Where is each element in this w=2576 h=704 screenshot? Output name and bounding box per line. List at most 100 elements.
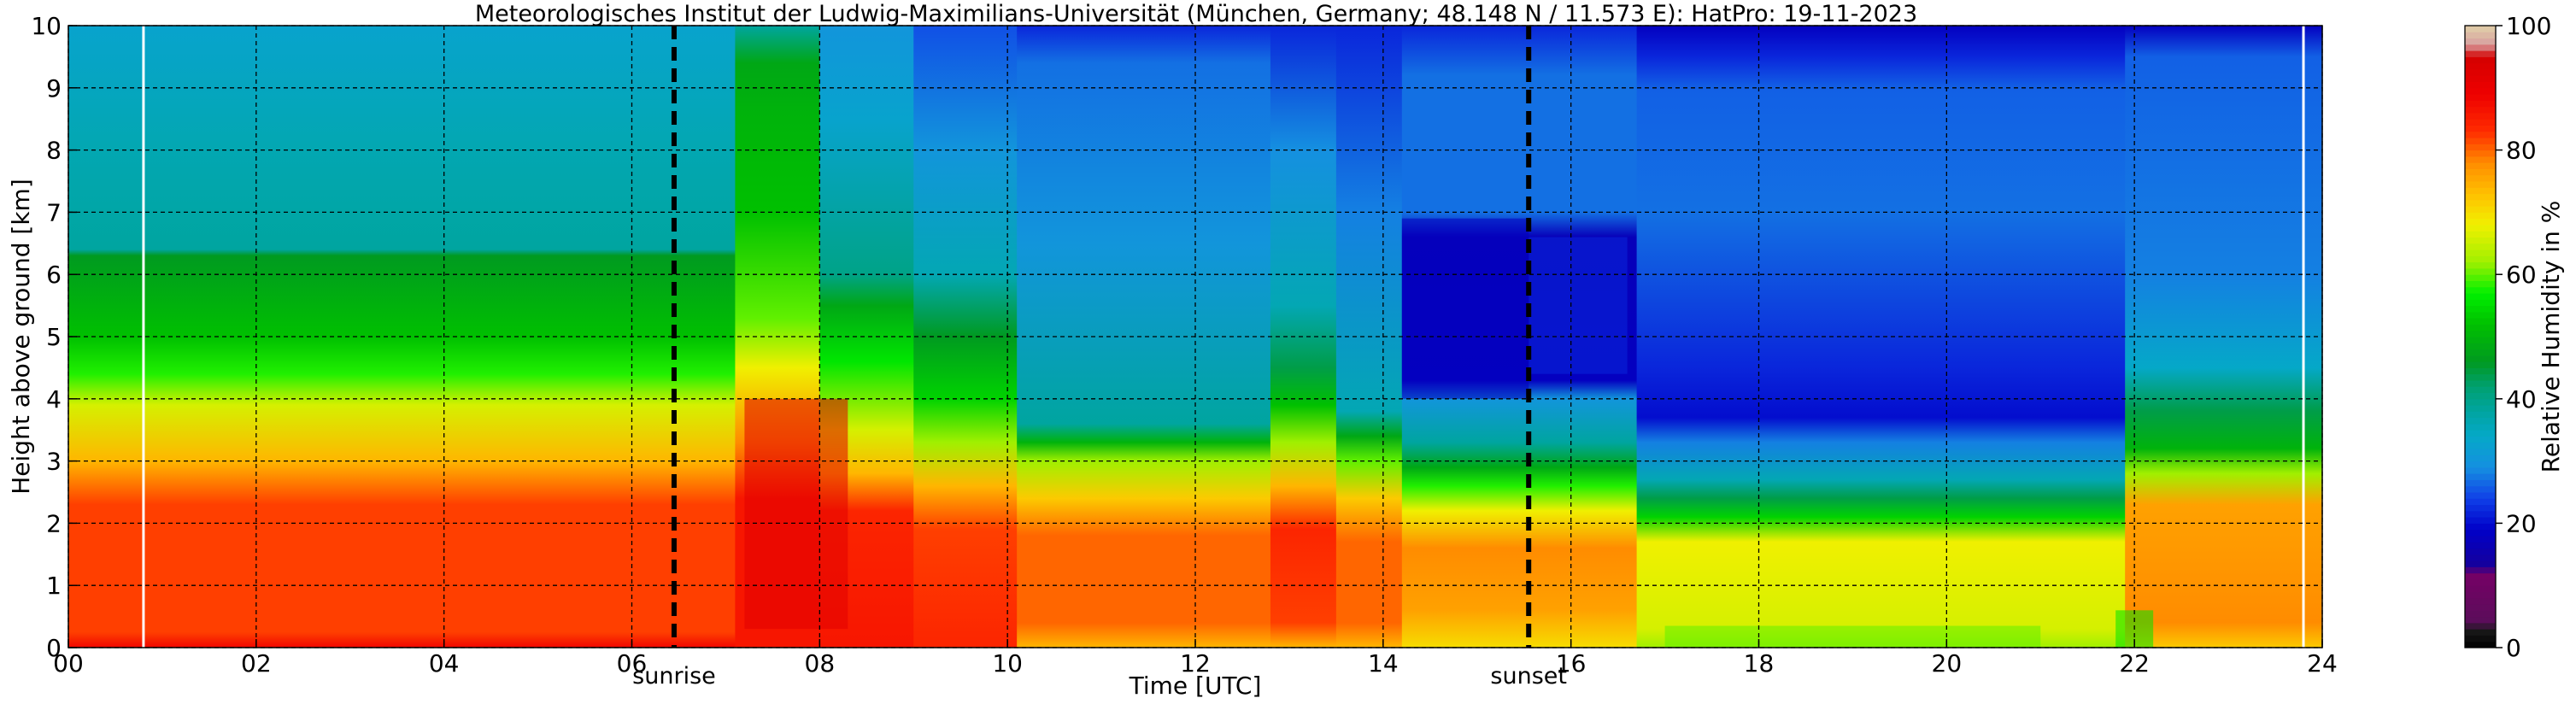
humidity-feature bbox=[744, 398, 848, 630]
marker-label: sunset bbox=[1490, 663, 1567, 689]
x-tick-label: 16 bbox=[1556, 649, 1587, 678]
humidity-feature bbox=[1664, 625, 2041, 648]
colorbar-segment bbox=[2465, 119, 2496, 126]
colorbar-segment bbox=[2465, 355, 2496, 362]
colorbar-segment bbox=[2465, 56, 2496, 64]
colorbar-segment bbox=[2465, 379, 2496, 387]
x-tick-label: 24 bbox=[2307, 649, 2338, 678]
y-tick-label: 3 bbox=[46, 448, 62, 476]
colorbar-segment bbox=[2465, 94, 2496, 101]
y-tick-label: 8 bbox=[46, 137, 62, 165]
colorbar-segment bbox=[2465, 572, 2496, 580]
colorbar-segment bbox=[2465, 144, 2496, 151]
colorbar-segment bbox=[2465, 542, 2496, 549]
colorbar-segment bbox=[2465, 100, 2496, 108]
colorbar-segment bbox=[2465, 578, 2496, 586]
colorbar-segment bbox=[2465, 361, 2496, 368]
colorbar-segment bbox=[2465, 535, 2496, 543]
colorbar-segment bbox=[2465, 280, 2496, 288]
colorbar-segment bbox=[2465, 212, 2496, 220]
colorbar-segment bbox=[2465, 616, 2496, 624]
colorbar-segment bbox=[2465, 635, 2496, 642]
colorbar-segment bbox=[2465, 629, 2496, 636]
colorbar-segment bbox=[2465, 455, 2496, 462]
colorbar-segment bbox=[2465, 604, 2496, 611]
missing-data-column bbox=[2302, 26, 2305, 648]
colorbar-segment bbox=[2465, 305, 2496, 313]
colorbar-segment bbox=[2465, 106, 2496, 114]
colorbar-segment bbox=[2465, 26, 2496, 32]
colorbar-segment bbox=[2465, 324, 2496, 331]
colorbar-segment bbox=[2465, 411, 2496, 419]
colorbar-tick-label: 40 bbox=[2506, 385, 2537, 414]
colorbar-segment bbox=[2465, 32, 2496, 39]
colorbar-segment bbox=[2465, 517, 2496, 524]
colorbar-segment bbox=[2465, 492, 2496, 499]
x-tick-label: 10 bbox=[992, 649, 1023, 678]
colorbar-segment bbox=[2465, 430, 2496, 437]
x-tick-label: 04 bbox=[429, 649, 460, 678]
x-tick-label: 06 bbox=[617, 649, 648, 678]
colorbar-segment bbox=[2465, 337, 2496, 343]
colorbar-segment bbox=[2465, 231, 2496, 238]
colorbar-segment bbox=[2465, 299, 2496, 307]
colorbar-tick-label: 60 bbox=[2506, 261, 2537, 289]
colorbar-segment bbox=[2465, 255, 2496, 263]
y-tick-label: 6 bbox=[46, 261, 62, 289]
colorbar-segment bbox=[2465, 473, 2496, 480]
y-tick-label: 0 bbox=[46, 634, 62, 662]
colorbar-segment bbox=[2465, 131, 2496, 138]
colorbar-segment bbox=[2465, 249, 2496, 256]
y-tick-label: 2 bbox=[46, 509, 62, 537]
colorbar-segment bbox=[2465, 554, 2496, 561]
colorbar-segment bbox=[2465, 591, 2496, 599]
colorbar-segment bbox=[2465, 392, 2496, 400]
x-axis-ticks: 00 02 04 06 08 10 12 14 16 18 20 22 24 bbox=[53, 639, 2338, 678]
colorbar-segment bbox=[2465, 44, 2496, 51]
colorbar-frame bbox=[2464, 25, 2497, 648]
x-tick-label: 18 bbox=[1744, 649, 1775, 678]
marker-label: sunrise bbox=[632, 663, 716, 689]
missing-data-column bbox=[142, 26, 145, 648]
colorbar-segment bbox=[2465, 373, 2496, 381]
colorbar-segment bbox=[2465, 349, 2496, 356]
colorbar-segment bbox=[2465, 523, 2496, 531]
colorbar-segment bbox=[2465, 286, 2496, 294]
colorbar-segment bbox=[2465, 311, 2496, 319]
humidity-feature bbox=[1529, 237, 1628, 374]
colorbar-segment bbox=[2465, 560, 2496, 567]
colorbar-segment bbox=[2465, 386, 2496, 394]
colorbar-segment bbox=[2465, 479, 2496, 487]
colorbar-segment bbox=[2465, 75, 2496, 83]
colorbar-segment bbox=[2465, 293, 2496, 300]
colorbar-segment bbox=[2465, 436, 2496, 443]
colorbar-segment bbox=[2465, 125, 2496, 132]
colorbar-segment bbox=[2465, 585, 2496, 592]
humidity-period bbox=[1270, 26, 1337, 648]
colorbar-segment bbox=[2465, 155, 2496, 163]
sun-markers: sunrise sunset bbox=[632, 26, 1567, 689]
colorbar-segment bbox=[2465, 485, 2496, 493]
x-tick-label: 08 bbox=[805, 649, 836, 678]
colorbar-tick-label: 100 bbox=[2506, 12, 2551, 40]
colorbar: 0 20 40 60 80 100 bbox=[2464, 12, 2551, 662]
x-tick-label: 02 bbox=[241, 649, 272, 678]
colorbar-segment bbox=[2465, 405, 2496, 412]
y-axis-label: Height above ground [km] bbox=[7, 179, 35, 495]
humidity-feature bbox=[1401, 218, 1529, 399]
colorbar-segment bbox=[2465, 174, 2496, 182]
colorbar-segment bbox=[2465, 267, 2496, 275]
colorbar-segment bbox=[2465, 138, 2496, 144]
colorbar-segment bbox=[2465, 417, 2496, 425]
colorbar-segment bbox=[2465, 330, 2496, 337]
colorbar-segment bbox=[2465, 112, 2496, 120]
colorbar-segment bbox=[2465, 498, 2496, 506]
x-tick-label: 14 bbox=[1368, 649, 1399, 678]
colorbar-segment bbox=[2465, 461, 2496, 468]
colorbar-segment bbox=[2465, 423, 2496, 431]
colorbar-segment bbox=[2465, 193, 2496, 201]
colorbar-tick-label: 0 bbox=[2506, 634, 2521, 662]
colorbar-segment bbox=[2465, 181, 2496, 188]
colorbar-segment bbox=[2465, 449, 2496, 455]
